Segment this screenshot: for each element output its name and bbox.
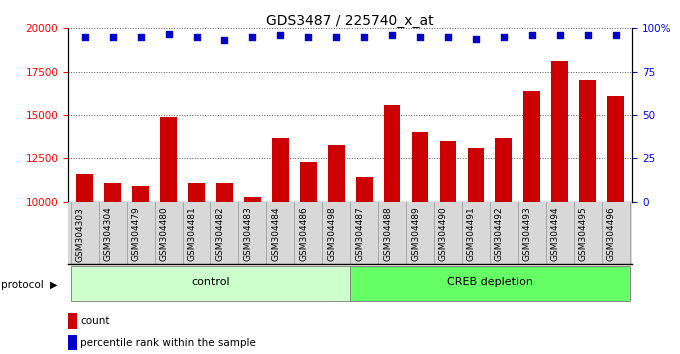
- Point: [443, 34, 454, 40]
- Text: GSM304495: GSM304495: [579, 207, 588, 262]
- Bar: [76, 174, 93, 354]
- Point: [387, 33, 398, 38]
- Bar: [439, 141, 456, 354]
- Text: GSM304483: GSM304483: [243, 207, 252, 262]
- Point: [415, 34, 426, 40]
- Point: [219, 38, 230, 43]
- Text: GSM304493: GSM304493: [523, 207, 532, 262]
- Point: [275, 33, 286, 38]
- Point: [247, 34, 258, 40]
- Bar: [496, 138, 512, 354]
- Point: [610, 33, 621, 38]
- Text: GSM304486: GSM304486: [299, 207, 308, 262]
- Point: [471, 36, 481, 41]
- Bar: [328, 144, 345, 354]
- Text: GSM304489: GSM304489: [411, 207, 420, 262]
- Text: GSM304482: GSM304482: [216, 207, 224, 261]
- Text: GSM304487: GSM304487: [355, 207, 364, 262]
- Bar: [188, 183, 205, 354]
- Text: ▶: ▶: [50, 280, 57, 290]
- Bar: [133, 186, 149, 354]
- Bar: [411, 132, 428, 354]
- Text: GSM304480: GSM304480: [160, 207, 169, 262]
- Text: GSM304484: GSM304484: [271, 207, 280, 261]
- Text: count: count: [80, 316, 109, 326]
- Point: [303, 34, 313, 40]
- Text: GSM304498: GSM304498: [327, 207, 336, 262]
- Text: GSM304494: GSM304494: [551, 207, 560, 261]
- Text: GSM304492: GSM304492: [495, 207, 504, 261]
- Point: [330, 34, 341, 40]
- Text: protocol: protocol: [1, 280, 44, 290]
- Bar: [71, 266, 350, 301]
- Bar: [300, 162, 317, 354]
- Bar: [272, 138, 289, 354]
- Point: [359, 34, 370, 40]
- Bar: [104, 183, 121, 354]
- Text: GSM304479: GSM304479: [132, 207, 141, 262]
- Text: GSM304303: GSM304303: [75, 207, 85, 262]
- Text: GSM304490: GSM304490: [439, 207, 448, 262]
- Point: [135, 34, 146, 40]
- Point: [191, 34, 202, 40]
- Point: [163, 31, 174, 36]
- Bar: [356, 177, 373, 354]
- Bar: [160, 117, 177, 354]
- Point: [107, 34, 118, 40]
- Text: GSM304491: GSM304491: [467, 207, 476, 262]
- Bar: [551, 61, 568, 354]
- Bar: [350, 266, 630, 301]
- Text: control: control: [191, 278, 230, 287]
- Point: [554, 33, 565, 38]
- Bar: [468, 148, 484, 354]
- Point: [526, 33, 537, 38]
- Bar: [607, 96, 624, 354]
- Text: percentile rank within the sample: percentile rank within the sample: [80, 338, 256, 348]
- Bar: [384, 105, 401, 354]
- Text: GSM304481: GSM304481: [188, 207, 197, 262]
- Text: CREB depletion: CREB depletion: [447, 278, 533, 287]
- Bar: [579, 80, 596, 354]
- Text: GSM304304: GSM304304: [104, 207, 113, 262]
- Text: GSM304488: GSM304488: [383, 207, 392, 262]
- Bar: [244, 196, 261, 354]
- Point: [80, 34, 90, 40]
- Text: GDS3487 / 225740_x_at: GDS3487 / 225740_x_at: [267, 14, 434, 28]
- Text: GSM304496: GSM304496: [607, 207, 615, 262]
- Bar: [524, 91, 540, 354]
- Point: [582, 33, 593, 38]
- Bar: [216, 183, 233, 354]
- Point: [498, 34, 509, 40]
